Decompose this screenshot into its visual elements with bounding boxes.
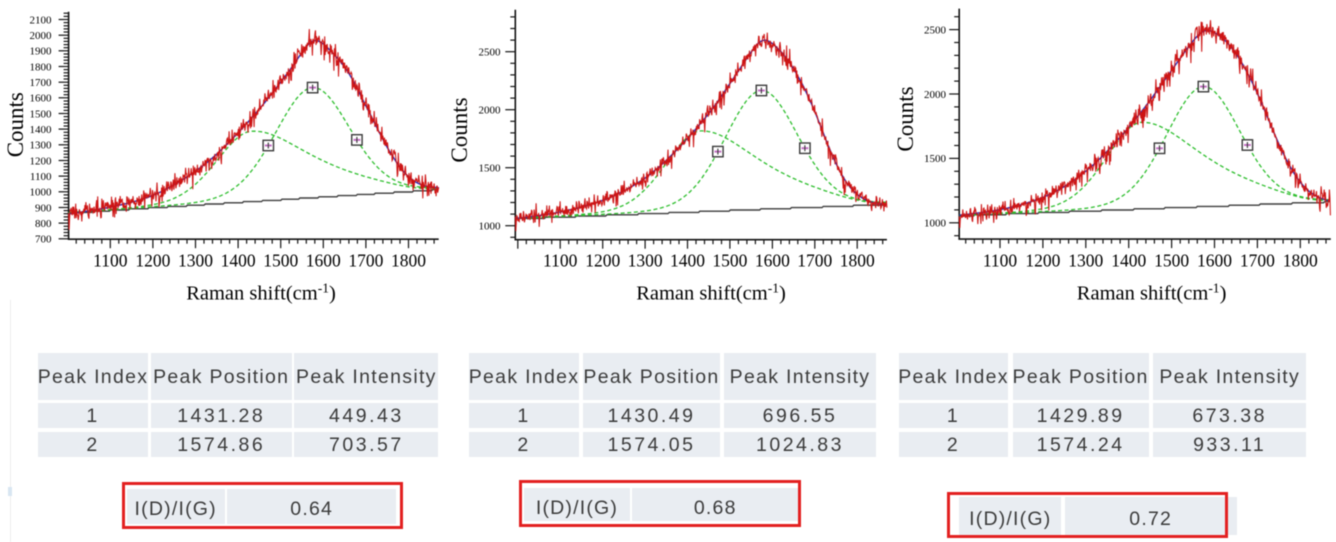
- svg-text:1000: 1000: [479, 221, 502, 233]
- svg-text:Counts: Counts: [893, 86, 918, 151]
- svg-text:1500: 1500: [30, 108, 53, 120]
- svg-text:1800: 1800: [391, 251, 426, 271]
- svg-text:1700: 1700: [348, 251, 383, 271]
- svg-text:700: 700: [35, 234, 52, 246]
- svg-text:2500: 2500: [479, 47, 502, 59]
- svg-text:1100: 1100: [93, 251, 128, 271]
- svg-text:Raman shift(cm-1): Raman shift(cm-1): [1077, 281, 1227, 305]
- svg-text:2100: 2100: [30, 14, 53, 26]
- svg-text:1300: 1300: [1068, 251, 1103, 271]
- svg-text:1500: 1500: [263, 251, 298, 271]
- svg-text:1600: 1600: [306, 251, 341, 271]
- svg-text:2000: 2000: [479, 105, 502, 117]
- svg-text:1100: 1100: [983, 251, 1018, 271]
- svg-text:1800: 1800: [30, 61, 53, 73]
- svg-text:1500: 1500: [1154, 251, 1189, 271]
- svg-text:1900: 1900: [30, 46, 53, 58]
- svg-text:1200: 1200: [1025, 251, 1060, 271]
- svg-text:1800: 1800: [840, 251, 875, 271]
- svg-text:1400: 1400: [30, 124, 53, 136]
- svg-text:1000: 1000: [924, 218, 947, 230]
- svg-text:1500: 1500: [712, 251, 747, 271]
- svg-text:1800: 1800: [1283, 251, 1318, 271]
- svg-text:1600: 1600: [755, 251, 790, 271]
- svg-text:1600: 1600: [1197, 251, 1232, 271]
- svg-text:1400: 1400: [221, 251, 256, 271]
- svg-text:1700: 1700: [30, 77, 53, 89]
- svg-text:Raman shift(cm-1): Raman shift(cm-1): [636, 281, 786, 305]
- svg-text:1300: 1300: [628, 251, 663, 271]
- svg-text:1400: 1400: [670, 251, 705, 271]
- svg-text:1200: 1200: [585, 251, 620, 271]
- svg-text:1400: 1400: [1111, 251, 1146, 271]
- svg-text:1600: 1600: [30, 93, 53, 105]
- svg-text:2500: 2500: [924, 24, 947, 36]
- svg-text:1100: 1100: [30, 171, 52, 183]
- svg-text:1200: 1200: [135, 251, 170, 271]
- svg-text:Counts: Counts: [447, 97, 472, 162]
- svg-text:1100: 1100: [543, 251, 578, 271]
- svg-text:900: 900: [35, 202, 52, 214]
- svg-text:Raman shift(cm-1): Raman shift(cm-1): [186, 281, 336, 305]
- svg-text:1500: 1500: [479, 163, 502, 175]
- svg-text:1700: 1700: [797, 251, 832, 271]
- svg-text:1300: 1300: [30, 140, 53, 152]
- svg-text:1700: 1700: [1240, 251, 1275, 271]
- svg-text:1300: 1300: [178, 251, 213, 271]
- svg-text:1200: 1200: [30, 155, 53, 167]
- svg-text:1000: 1000: [30, 187, 53, 199]
- svg-text:1500: 1500: [924, 153, 947, 165]
- svg-text:2000: 2000: [30, 30, 53, 42]
- svg-text:Counts: Counts: [3, 92, 28, 157]
- svg-text:800: 800: [35, 218, 52, 230]
- svg-text:2000: 2000: [924, 89, 947, 101]
